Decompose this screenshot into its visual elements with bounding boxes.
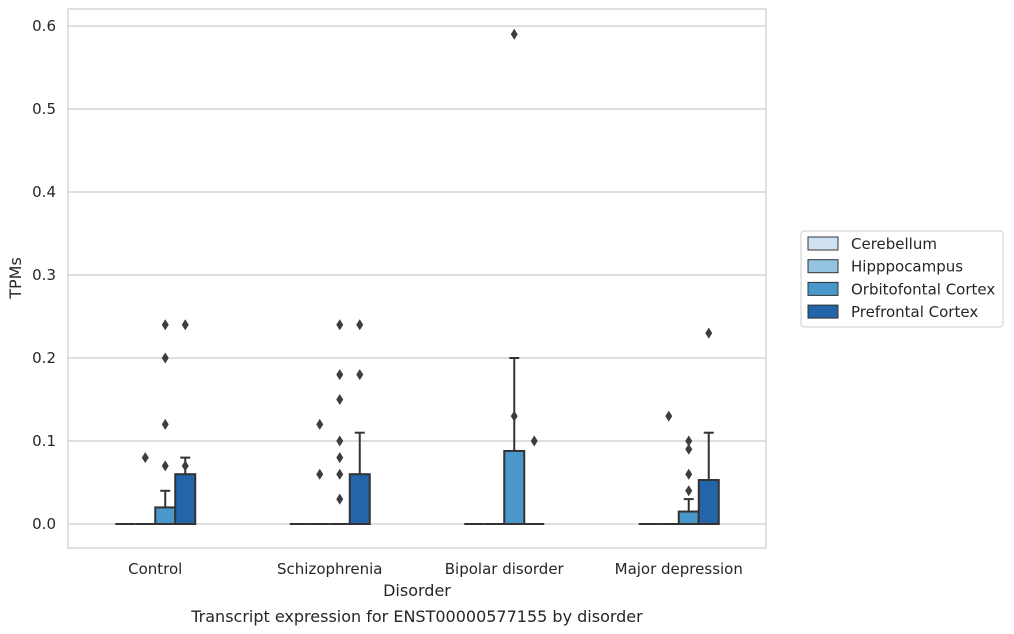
y-tick-label: 0.4: [32, 183, 56, 201]
box-prefrontal-cortex: [524, 435, 545, 525]
legend-label: Cerebellum: [851, 235, 937, 253]
legend-box: [800, 230, 1004, 328]
outlier-point: [685, 485, 693, 497]
outlier-point: [705, 327, 713, 339]
outlier-point: [510, 28, 518, 40]
y-tick-label: 0.5: [32, 100, 56, 118]
outlier-point: [141, 452, 149, 464]
legend-label: Prefrontal Cortex: [851, 303, 978, 321]
outlier-point: [685, 443, 693, 455]
legend-swatch: [807, 304, 839, 319]
outlier-point: [665, 410, 673, 422]
box-body: [677, 510, 700, 525]
box-body: [697, 479, 720, 526]
outlier-point: [316, 468, 324, 480]
y-tick-label: 0.6: [32, 17, 56, 35]
outlier-point: [161, 418, 169, 430]
outlier-point: [336, 394, 344, 405]
outlier-point: [336, 369, 344, 381]
outlier-point: [161, 352, 169, 364]
chart-caption: Transcript expression for ENST0000057715…: [190, 607, 643, 626]
outlier-point: [161, 460, 169, 472]
box-body: [174, 473, 197, 526]
box-body: [348, 473, 371, 526]
plot-frame: [67, 8, 767, 549]
legend-swatch: [807, 281, 839, 296]
box-body: [503, 449, 526, 525]
box-orbitofontal-cortex: [154, 319, 177, 525]
box-body: [154, 506, 177, 525]
x-tick-label: Control: [128, 560, 182, 578]
outlier-point: [510, 410, 518, 422]
outlier-point: [336, 493, 344, 505]
x-axis-ticks: Control Schizophrenia Bipolar disorder Majo…: [128, 560, 743, 578]
legend-swatch: [807, 259, 839, 274]
x-axis-label: Disorder: [383, 581, 451, 600]
box-hipppocampus: [658, 410, 679, 525]
box-prefrontal-cortex: [174, 319, 197, 526]
y-tick-label: 0.0: [32, 515, 56, 533]
box-orbitofontal-cortex: [329, 319, 350, 525]
box-prefrontal-cortex: [697, 327, 720, 526]
outlier-point: [161, 319, 169, 331]
x-tick-label: Major depression: [615, 560, 743, 578]
outlier-point: [336, 452, 344, 464]
outlier-point: [685, 468, 693, 480]
outlier-point: [356, 369, 364, 381]
outlier-point: [181, 319, 189, 331]
box-groups: [115, 28, 720, 526]
y-tick-label: 0.3: [32, 266, 56, 284]
box-orbitofontal-cortex: [503, 28, 526, 525]
y-tick-label: 0.1: [32, 432, 56, 450]
outlier-point: [356, 319, 364, 331]
y-axis-label: TPMs: [6, 257, 25, 300]
legend: Cerebellum Hipppocampus Orbitofontal Corte…: [800, 230, 1004, 328]
y-axis-ticks: 0.0 0.1 0.2 0.3 0.4 0.5 0.6: [32, 17, 56, 533]
outlier-point: [685, 435, 693, 447]
x-tick-label: Bipolar disorder: [445, 560, 565, 578]
outlier-point: [181, 460, 189, 472]
x-tick-label: Schizophrenia: [277, 560, 382, 578]
box-hipppocampus: [135, 452, 156, 525]
legend-swatch: [807, 236, 839, 251]
legend-label: Hipppocampus: [851, 258, 963, 276]
outlier-point: [530, 435, 538, 447]
box-prefrontal-cortex: [348, 319, 371, 526]
legend-label: Orbitofontal Cortex: [851, 280, 995, 298]
box-hipppocampus: [309, 418, 330, 525]
outlier-point: [336, 319, 344, 331]
y-tick-label: 0.2: [32, 349, 56, 367]
outlier-point: [316, 418, 324, 430]
outlier-point: [336, 468, 344, 480]
outlier-point: [336, 435, 344, 447]
